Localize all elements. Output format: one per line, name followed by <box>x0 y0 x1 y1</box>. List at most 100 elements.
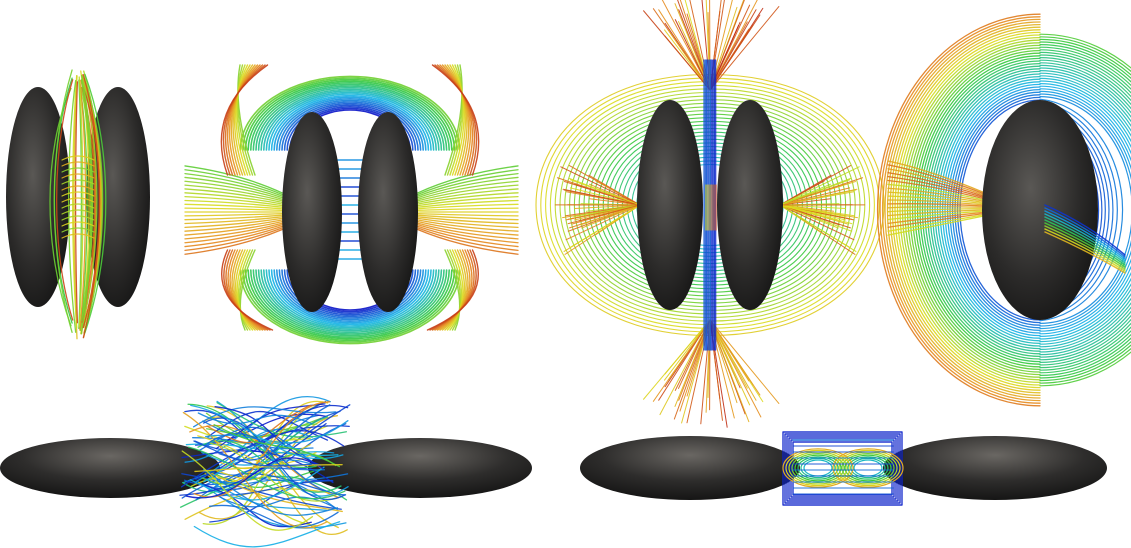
streamline <box>417 180 519 200</box>
streamline <box>562 188 641 206</box>
streamline <box>578 204 641 222</box>
streamline <box>417 195 519 207</box>
streamline <box>247 269 453 340</box>
ellipsoid <box>0 438 220 498</box>
streamline <box>1039 67 1131 353</box>
streamline <box>263 269 437 330</box>
streamline <box>1039 72 1131 348</box>
streamline <box>782 448 854 488</box>
streamline <box>417 203 519 210</box>
streamline <box>61 191 95 197</box>
streamline <box>1044 210 1126 260</box>
streamline <box>260 88 440 151</box>
ellipsoid <box>580 436 800 500</box>
streamline <box>901 39 1041 381</box>
streamline <box>283 269 417 318</box>
streamline <box>779 204 833 238</box>
streamline <box>198 426 317 466</box>
streamline <box>184 172 283 197</box>
streamline <box>887 206 986 209</box>
streamline <box>61 203 95 209</box>
streamline <box>894 31 1041 389</box>
streamline <box>72 75 78 328</box>
streamline <box>218 404 331 461</box>
streamline <box>79 79 87 331</box>
streamline <box>184 216 283 225</box>
streamline <box>184 195 283 207</box>
streamline <box>1039 41 1131 379</box>
streamline <box>61 161 95 167</box>
streamline <box>184 219 283 232</box>
streamline <box>61 197 95 203</box>
streamline <box>434 249 473 331</box>
streamline <box>278 99 422 151</box>
streamline <box>709 84 871 326</box>
streamline <box>661 0 711 91</box>
streamline <box>53 69 73 333</box>
streamline <box>417 184 519 202</box>
streamline <box>663 319 711 381</box>
streamline <box>224 64 264 176</box>
streamline <box>449 64 467 176</box>
streamline <box>896 34 1041 386</box>
streamline <box>213 424 341 468</box>
streamline <box>1044 207 1126 258</box>
streamline <box>792 441 893 496</box>
streamline <box>417 207 519 212</box>
streamline <box>1039 49 1131 371</box>
streamline <box>1044 204 1126 256</box>
streamline <box>242 77 458 151</box>
streamline <box>449 64 464 176</box>
streamline <box>185 457 324 499</box>
streamline <box>1039 88 1131 332</box>
streamline <box>560 166 641 206</box>
streamline <box>236 249 254 331</box>
streamline <box>184 199 283 208</box>
streamline <box>197 412 313 425</box>
streamline <box>784 433 901 504</box>
streamline <box>222 64 266 176</box>
streamline <box>1044 228 1126 272</box>
ellipsoid <box>6 87 70 307</box>
streamline <box>61 209 95 215</box>
streamline <box>779 188 858 206</box>
streamline <box>434 64 478 176</box>
streamline <box>884 21 1041 399</box>
streamline <box>954 94 1041 326</box>
streamline <box>779 174 832 206</box>
streamline <box>210 472 343 513</box>
streamline <box>417 192 519 205</box>
streamline <box>61 173 95 179</box>
streamline <box>444 64 470 176</box>
streamline <box>709 14 761 91</box>
streamline <box>184 169 283 196</box>
streamline <box>184 220 283 236</box>
streamline <box>1044 219 1126 266</box>
streamline <box>887 209 986 217</box>
streamline <box>417 214 519 221</box>
streamline <box>180 425 350 488</box>
streamline <box>208 504 339 528</box>
streamline <box>779 177 864 206</box>
streamline <box>446 64 468 176</box>
streamline <box>61 185 95 191</box>
streamline <box>61 167 95 173</box>
streamline <box>887 211 986 225</box>
streamline <box>83 77 104 335</box>
streamline <box>193 440 312 467</box>
streamline <box>881 18 1041 402</box>
streamline <box>184 217 283 229</box>
streamline <box>283 102 417 151</box>
streamline <box>228 64 259 176</box>
streamline <box>1039 38 1131 382</box>
streamline <box>250 82 450 151</box>
streamline <box>194 464 343 473</box>
streamline <box>182 416 329 493</box>
ellipsoid <box>308 438 532 498</box>
streamline <box>879 16 1041 404</box>
streamline <box>237 64 254 176</box>
streamline <box>887 168 986 197</box>
streamline <box>449 249 463 331</box>
streamline <box>658 319 711 401</box>
